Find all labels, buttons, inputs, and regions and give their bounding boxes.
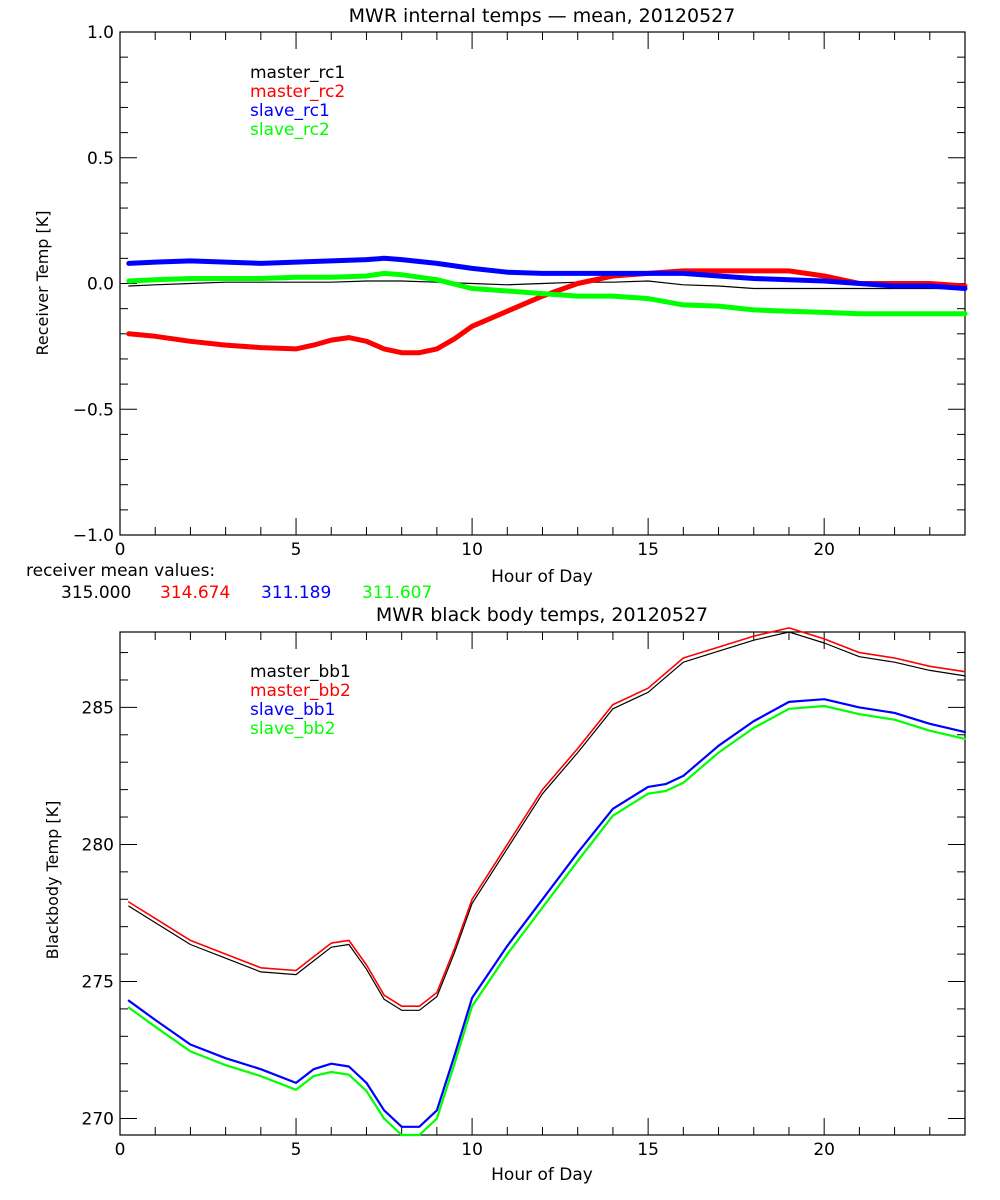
x-axis-label: Hour of Day bbox=[491, 1165, 593, 1185]
y-tick-label: 285 bbox=[82, 698, 114, 718]
y-tick-label: −1.0 bbox=[73, 526, 114, 546]
chart-title: MWR internal temps — mean, 20120527 bbox=[349, 5, 736, 27]
y-tick-label: −0.5 bbox=[73, 400, 114, 420]
receiver-mean-label: receiver mean values: bbox=[26, 561, 215, 581]
y-tick-label: 0.0 bbox=[87, 275, 114, 295]
x-tick-label: 5 bbox=[291, 540, 302, 560]
series-line-master-rc1 bbox=[128, 280, 966, 290]
legend-entry-slave-rc2: slave_rc2 bbox=[250, 120, 330, 140]
y-axis-label: Receiver Temp [K] bbox=[33, 210, 52, 355]
series-line-master-rc2 bbox=[126, 268, 968, 356]
x-tick-label: 20 bbox=[813, 540, 835, 560]
series-line-slave-rc2 bbox=[126, 270, 968, 317]
chart-title: MWR black body temps, 20120527 bbox=[376, 604, 708, 626]
y-tick-label: 280 bbox=[82, 835, 114, 855]
legend-entry-master-bb1: master_bb1 bbox=[250, 662, 351, 682]
receiver-mean-value-slave-rc2: 311.607 bbox=[362, 583, 432, 603]
blackbody-temp-plot: MWR black body temps, 20120527 Blackbody… bbox=[43, 604, 967, 1185]
legend-entry-slave-bb1: slave_bb1 bbox=[250, 700, 335, 720]
x-tick-label: 10 bbox=[461, 1140, 483, 1160]
legend-entry-master-bb2: master_bb2 bbox=[250, 681, 351, 701]
x-tick-label: 15 bbox=[637, 540, 659, 560]
x-axis-label: Hour of Day bbox=[491, 567, 593, 587]
x-tick-label: 0 bbox=[115, 1140, 126, 1160]
y-tick-label: 1.0 bbox=[87, 23, 114, 43]
x-tick-label: 15 bbox=[637, 1140, 659, 1160]
legend-entry-slave-rc1: slave_rc1 bbox=[250, 101, 330, 121]
series-line-master-bb1 bbox=[128, 631, 966, 1011]
legend-entry-slave-bb2: slave_bb2 bbox=[250, 719, 335, 739]
receiver-temp-plot: MWR internal temps — mean, 20120527 Rece… bbox=[33, 5, 968, 587]
receiver-mean-value-master-rc1: 315.000 bbox=[61, 583, 131, 603]
x-tick-label: 5 bbox=[291, 1140, 302, 1160]
x-tick-label: 0 bbox=[115, 540, 126, 560]
legend-entry-master-rc2: master_rc2 bbox=[250, 82, 345, 102]
y-tick-label: 275 bbox=[82, 972, 114, 992]
series-line-slave-rc1 bbox=[126, 255, 968, 291]
series-line-master-bb2 bbox=[128, 627, 966, 1008]
receiver-mean-value-slave-rc1: 311.189 bbox=[261, 583, 331, 603]
y-tick-label: 270 bbox=[82, 1110, 114, 1130]
receiver-mean-value-master-rc2: 314.674 bbox=[160, 583, 230, 603]
series-line-slave-bb1 bbox=[127, 698, 967, 1128]
series-line-slave-bb2 bbox=[127, 704, 967, 1137]
plot-frame bbox=[119, 631, 966, 1136]
x-tick-label: 10 bbox=[461, 540, 483, 560]
x-tick-label: 20 bbox=[813, 1140, 835, 1160]
y-tick-label: 0.5 bbox=[87, 149, 114, 169]
receiver-mean-values: receiver mean values: 315.000 314.674 31… bbox=[26, 561, 432, 603]
legend-entry-master-rc1: master_rc1 bbox=[250, 63, 345, 83]
y-axis-label: Blackbody Temp [K] bbox=[43, 801, 62, 960]
